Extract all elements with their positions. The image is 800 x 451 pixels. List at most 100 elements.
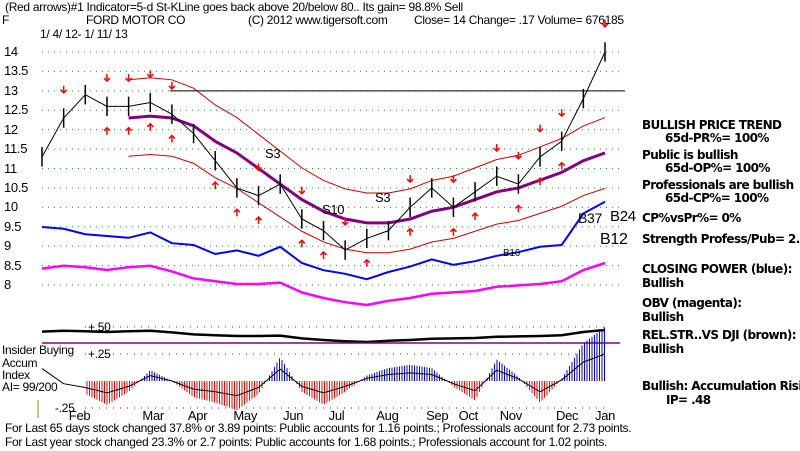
accum-tick: -.25 [55, 401, 75, 415]
op-value: 65d-OP%= 100% [665, 161, 770, 175]
sell-arrow-icon [536, 124, 544, 133]
month-tick: Jan [595, 408, 616, 423]
accum-ma-line [41, 353, 606, 397]
buy-arrow-icon [146, 122, 154, 131]
sell-arrow-icon [125, 74, 133, 83]
lower-band [128, 153, 606, 254]
trend-title: BULLISH PRICE TREND [642, 118, 782, 132]
sell-arrow-icon [406, 175, 414, 184]
signal-s3: S3 [265, 146, 281, 161]
buy-arrow-icon [449, 227, 457, 236]
buy-arrow-icon [103, 126, 111, 135]
accum-status: Bullish: Accumulation Rising [642, 379, 800, 393]
company-name: FORD MOTOR CO [86, 13, 186, 27]
price-tick: 14 [4, 44, 18, 59]
accum-tick: +.50 [88, 320, 111, 334]
price-line [41, 51, 606, 251]
date-range: 1/ 4/ 12- 1/ 11/ 13 [40, 27, 128, 41]
obv-label: OBV (magenta): [642, 296, 742, 310]
quote: Close= 14 Change= .17 Volume= 676185 [414, 13, 624, 27]
cp-value: 65d-CP%= 100% [665, 191, 769, 205]
month-tick: Sep [426, 408, 449, 423]
buy-arrow-icon [514, 204, 522, 213]
relstr-label: REL.STR..VS DJI (brown): [642, 328, 797, 342]
ma-line [128, 114, 606, 225]
sell-arrow-icon [298, 186, 306, 195]
price-tick: 10 [4, 199, 18, 215]
month-tick: Dec [556, 408, 579, 423]
closing-power-label: CLOSING POWER (blue): [642, 262, 792, 276]
buy-arrow-icon [363, 258, 371, 267]
sell-arrow-icon [558, 109, 566, 118]
ip-value: IP= .48 [666, 393, 711, 407]
signal-b24: B24 [610, 208, 636, 225]
strength-ratio: Strength Profess/Pub= 2.4 [642, 232, 800, 246]
sell-arrow-icon [103, 74, 111, 83]
price-tick: 13 [4, 82, 18, 98]
buy-arrow-icon [211, 181, 219, 190]
price-tick: 13.5 [4, 63, 29, 79]
month-tick: Feb [68, 408, 91, 423]
relative-strength-line [41, 328, 606, 344]
obv-status: Bullish [642, 310, 684, 324]
price-tick: 11 [4, 160, 17, 176]
sell-arrow-icon [341, 217, 349, 226]
signal-b16: B16 [503, 248, 520, 259]
sell-arrow-icon [601, 19, 609, 28]
ticker: F [2, 13, 10, 27]
sell-arrow-icon [146, 70, 154, 79]
month-tick: Mar [142, 408, 164, 423]
buy-arrow-icon [558, 161, 566, 170]
buy-arrow-icon [319, 250, 328, 259]
accum-label: Accum [2, 356, 38, 370]
month-tick: Jul [328, 408, 345, 423]
month-tick: Apr [187, 408, 208, 423]
sell-arrow-icon [168, 81, 176, 90]
accum-tick: +.25 [88, 347, 111, 361]
signal-b12: B12 [600, 231, 628, 248]
signal-s10: S10 [322, 202, 345, 217]
signal-s3: S3 [375, 190, 391, 205]
upper-band [128, 77, 606, 194]
indicator-line: (Red arrows)#1 Indicator=5-d St-KLine go… [5, 0, 463, 14]
professionals-status: Professionals are bullish [642, 178, 794, 192]
footer-65day: For Last 65 days stock changed 37.8% or … [5, 421, 632, 435]
copyright: (C) 2012 www.tigersoft.com [248, 13, 388, 27]
buy-arrow-icon [536, 177, 544, 186]
month-tick: May [233, 408, 258, 423]
buy-arrow-icon [471, 212, 479, 221]
buy-arrow-icon [406, 227, 414, 236]
price-tick: 12 [4, 121, 18, 137]
price-tick: 9.5 [4, 218, 22, 234]
price-tick: 8.5 [4, 257, 22, 273]
public-status: Public is bullish [642, 148, 738, 162]
closing-power-status: Bullish [642, 276, 684, 290]
index-label: Index [2, 368, 30, 382]
sell-arrow-icon [493, 144, 501, 153]
pr-value: 65d-PR%= 100% [665, 131, 769, 145]
buy-arrow-icon [168, 134, 176, 143]
buy-arrow-icon [233, 208, 241, 217]
sell-arrow-icon [514, 151, 522, 160]
signal-b37: B37 [578, 210, 603, 226]
obv-line [41, 261, 606, 307]
price-tick: 9 [4, 238, 11, 254]
price-tick: 11.5 [4, 141, 28, 157]
cp-vs-pr: CP%vsPr%= 0% [642, 211, 741, 225]
closing-power-line [41, 200, 606, 281]
sell-arrow-icon [449, 175, 457, 184]
month-tick: Oct [458, 408, 479, 423]
relstr-status: Bullish [642, 342, 684, 356]
price-tick: 12.5 [4, 102, 29, 118]
insider-label: Insider Buying [2, 343, 74, 357]
month-tick: Aug [376, 408, 399, 423]
month-tick: Nov [499, 408, 523, 423]
price-tick: 8 [4, 277, 11, 292]
buy-arrow-icon [255, 215, 263, 225]
ai-label: AI= 99/200 [2, 380, 58, 394]
sell-arrow-icon [255, 163, 263, 172]
buy-arrow-icon [125, 126, 133, 135]
buy-arrow-icon [298, 239, 306, 248]
